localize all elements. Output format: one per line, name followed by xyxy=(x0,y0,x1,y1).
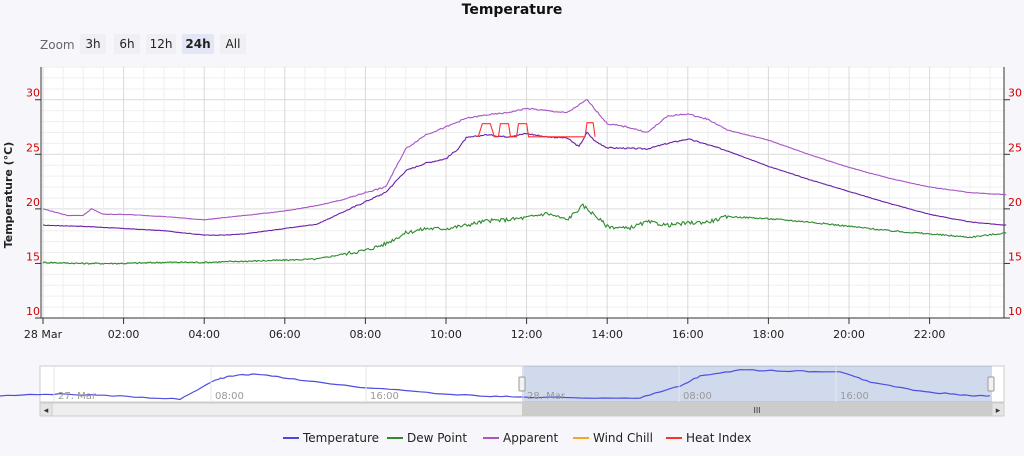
navigator-background xyxy=(39,365,1005,403)
legend-label[interactable]: Apparent xyxy=(503,431,558,445)
y-tick-label: 15 xyxy=(26,250,40,263)
legend-item-temperature[interactable]: Temperature xyxy=(283,431,379,445)
zoom-button-all[interactable]: All xyxy=(220,34,246,54)
legend-label[interactable]: Heat Index xyxy=(686,431,751,445)
navigator-tick-label: 16:00 xyxy=(370,391,399,402)
scrollbar-left-button[interactable] xyxy=(39,402,53,417)
navigator-right-handle[interactable] xyxy=(987,376,995,392)
y-tick-label-right: 10 xyxy=(1008,305,1022,318)
chart-title: Temperature xyxy=(462,2,563,18)
zoom-button-12h[interactable]: 12h xyxy=(146,34,176,54)
zoom-button-bg[interactable] xyxy=(220,34,246,54)
zoom-button-3h[interactable]: 3h xyxy=(80,34,106,54)
zoom-button-bg[interactable] xyxy=(80,34,106,54)
scroll-left-arrow-icon[interactable]: ◂ xyxy=(44,406,49,416)
plot-background xyxy=(40,67,1004,318)
zoom-button-bg[interactable] xyxy=(114,34,140,54)
zoom-button-label[interactable]: 3h xyxy=(85,37,100,51)
navigator-left-handle[interactable] xyxy=(518,376,526,392)
x-tick-label: 02:00 xyxy=(108,328,140,341)
legend-label[interactable]: Temperature xyxy=(302,431,379,445)
x-tick-label: 18:00 xyxy=(753,328,785,341)
x-tick-label: 28 Mar xyxy=(24,328,63,341)
navigator-selection[interactable] xyxy=(522,366,992,402)
y-tick-label: 10 xyxy=(26,305,40,318)
zoom-button-label[interactable]: All xyxy=(226,37,241,51)
y-tick-label-right: 15 xyxy=(1008,250,1022,263)
scroll-right-arrow-icon[interactable]: ▸ xyxy=(996,406,1001,416)
zoom-button-24h[interactable]: 24h xyxy=(182,34,214,54)
navigator-tick-label: 08:00 xyxy=(683,391,712,402)
series-line-temperature xyxy=(42,131,1007,236)
legend-item-wind-chill[interactable]: Wind Chill xyxy=(573,431,653,445)
plot-area: 10 10 15 15 20 20 25 25 30 30 28 Mar 02:00 04:00 06:0… xyxy=(24,66,1022,341)
x-tick-label: 04:00 xyxy=(188,328,220,341)
x-tick-label: 08:00 xyxy=(350,328,382,341)
y-tick-label: 25 xyxy=(26,141,40,154)
x-tick-label: 12:00 xyxy=(511,328,543,341)
zoom-button-label[interactable]: 24h xyxy=(185,37,210,51)
x-tick-label: 16:00 xyxy=(672,328,704,341)
zoom-button-label[interactable]: 12h xyxy=(150,37,173,51)
navigator[interactable]: 27. Mar 08:00 16:00 28. Mar 08:00 16:00 III ◂ ▸ xyxy=(0,365,1005,417)
zoom-button-6h[interactable]: 6h xyxy=(114,34,140,54)
x-tick-label: 14:00 xyxy=(591,328,623,341)
zoom-button-label[interactable]: 6h xyxy=(119,37,134,51)
zoom-button-bg[interactable] xyxy=(146,34,176,54)
x-tick-label: 20:00 xyxy=(833,328,865,341)
series-lines xyxy=(42,98,1007,265)
scrollbar-thumb[interactable] xyxy=(522,403,992,416)
scrollbar-right-button[interactable] xyxy=(991,402,1005,417)
y-tick-label: 20 xyxy=(26,196,40,209)
axes: 10 10 15 15 20 20 25 25 30 30 28 Mar 02:00 04:00 06:0… xyxy=(24,67,1022,341)
x-tick-label: 06:00 xyxy=(269,328,301,341)
navigator-tick-label: 16:00 xyxy=(840,391,869,402)
navigator-tick-label: 28. Mar xyxy=(527,391,566,402)
navigator-tick-label: 08:00 xyxy=(215,391,244,402)
y-tick-label: 30 xyxy=(26,87,40,100)
legend-item-apparent[interactable]: Apparent xyxy=(483,431,558,445)
legend-item-heat-index[interactable]: Heat Index xyxy=(666,431,751,445)
scrollbar-grip-icon[interactable]: III xyxy=(753,406,760,415)
legend-label[interactable]: Wind Chill xyxy=(593,431,653,445)
series-line-apparent xyxy=(42,98,1007,221)
y-tick-label-right: 30 xyxy=(1008,87,1022,100)
legend-item-dew-point[interactable]: Dew Point xyxy=(387,431,467,445)
zoom-button-bg[interactable] xyxy=(182,34,214,54)
legend: Temperature Dew Point Apparent Wind Chill He… xyxy=(283,431,751,445)
navigator-series xyxy=(0,369,991,401)
series-line-heat-index xyxy=(477,122,596,138)
zoom-label: Zoom xyxy=(40,38,75,52)
x-tick-label: 10:00 xyxy=(430,328,462,341)
legend-label[interactable]: Dew Point xyxy=(407,431,467,445)
series-line-dew-point xyxy=(42,203,1007,265)
y-tick-label-right: 25 xyxy=(1008,141,1022,154)
y-axis-label: Temperature (°C) xyxy=(2,142,15,249)
zoom-buttons: 3h 6h 12h 24h All xyxy=(80,34,246,54)
y-tick-label-right: 20 xyxy=(1008,196,1022,209)
navigator-tick-label: 27. Mar xyxy=(58,391,97,402)
x-tick-label: 22:00 xyxy=(914,328,946,341)
